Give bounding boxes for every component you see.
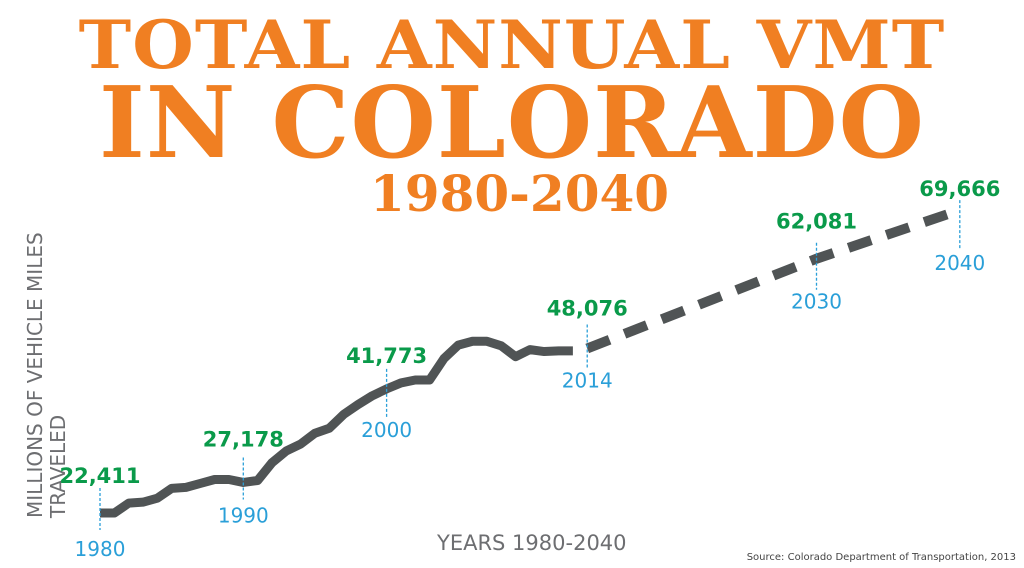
year-label: 2040 [934, 251, 985, 275]
year-label: 2014 [562, 368, 613, 392]
year-label: 1980 [75, 537, 126, 561]
value-label: 27,178 [203, 427, 284, 451]
value-label: 62,081 [776, 210, 857, 234]
value-label: 22,411 [59, 464, 140, 488]
year-label: 2030 [791, 290, 842, 314]
x-axis-label: YEARS 1980-2040 [437, 531, 627, 555]
title-line-1: TOTAL ANNUAL VMT [78, 6, 946, 84]
year-label: 2000 [361, 418, 412, 442]
title-line-2: IN COLORADO [98, 66, 925, 181]
source-note: Source: Colorado Department of Transport… [746, 552, 1016, 563]
value-label: 69,666 [919, 177, 1000, 201]
year-label: 1990 [218, 503, 269, 527]
value-label: 41,773 [346, 344, 427, 368]
historical-vmt-line [100, 336, 573, 518]
value-label: 48,076 [547, 296, 628, 320]
title-years: 1980-2040 [370, 164, 670, 223]
projected-vmt-line [585, 205, 962, 354]
